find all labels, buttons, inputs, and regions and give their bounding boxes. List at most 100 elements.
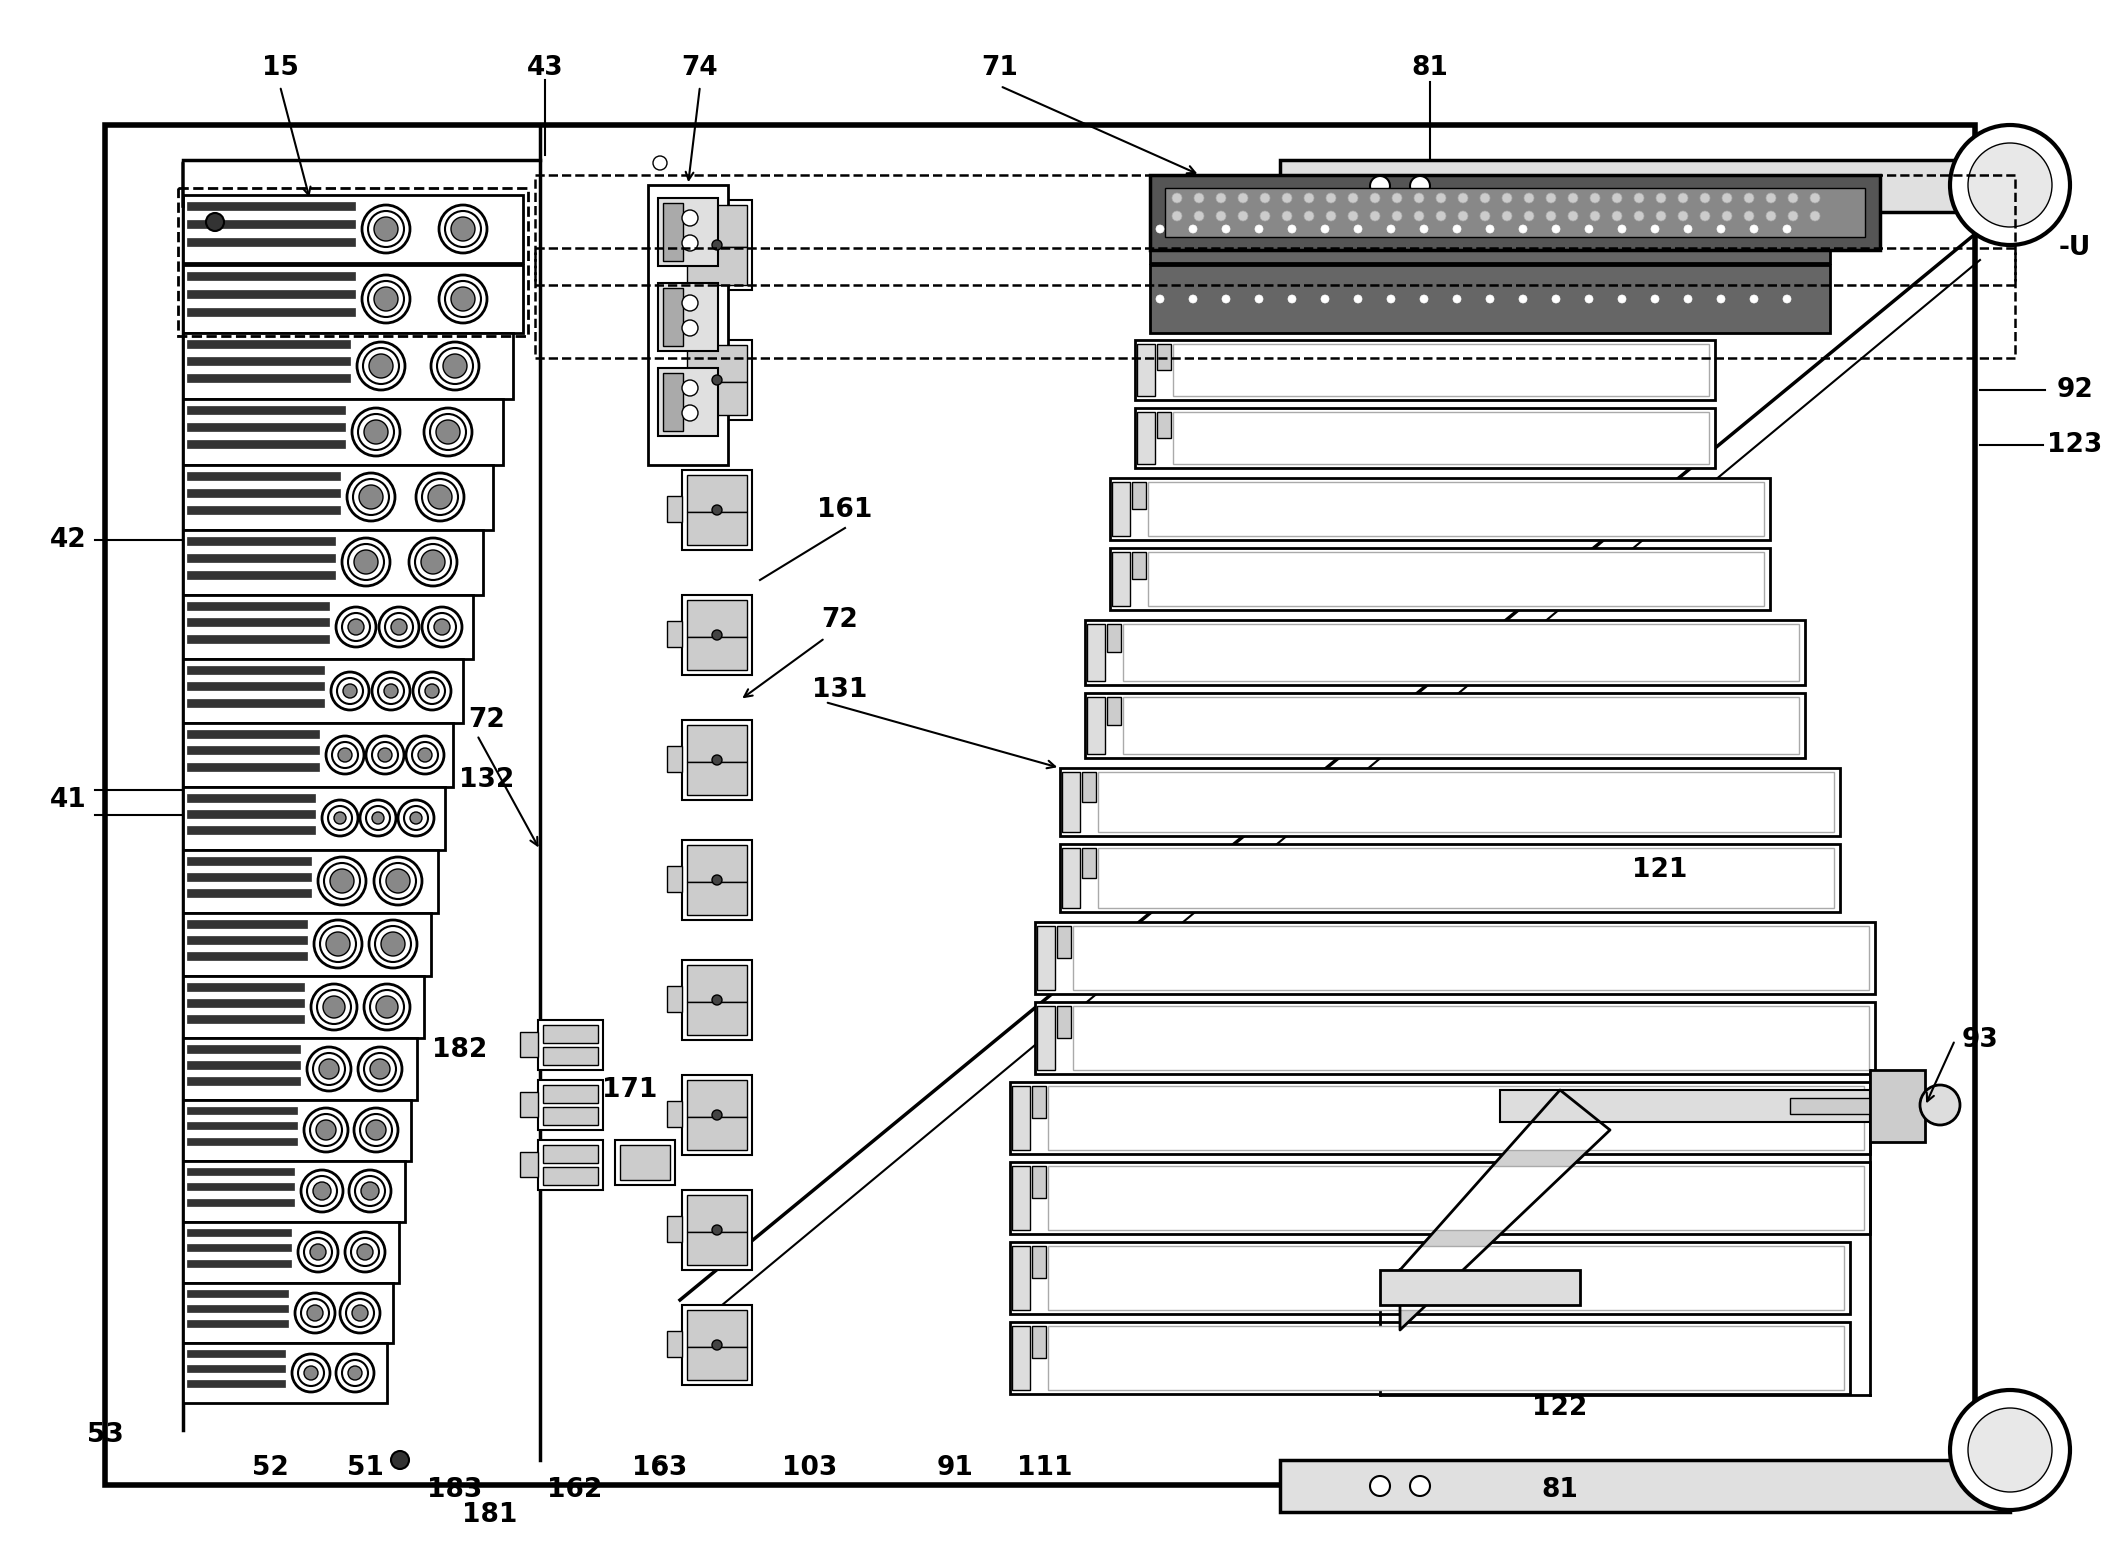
Bar [187, 1138, 297, 1144]
Circle shape [1415, 193, 1423, 203]
Text: 163: 163 [633, 1455, 688, 1481]
Circle shape [1750, 224, 1759, 232]
Circle shape [391, 619, 408, 635]
Circle shape [1217, 193, 1226, 203]
Circle shape [1969, 143, 2052, 228]
Circle shape [1325, 210, 1336, 221]
Bar [682, 840, 752, 920]
Circle shape [1657, 193, 1665, 203]
Bar [1032, 1327, 1045, 1358]
Bar [663, 373, 684, 430]
Circle shape [378, 606, 418, 647]
Circle shape [1155, 224, 1164, 232]
Circle shape [438, 348, 474, 384]
Bar [183, 596, 474, 659]
Circle shape [1410, 1476, 1429, 1497]
Bar [1132, 552, 1147, 578]
Circle shape [712, 875, 722, 886]
Circle shape [1255, 295, 1264, 302]
Bar [187, 405, 344, 415]
Circle shape [1155, 295, 1164, 302]
Circle shape [1221, 295, 1230, 302]
Bar [183, 914, 431, 976]
Bar [686, 204, 748, 246]
Circle shape [429, 415, 465, 451]
Bar [682, 720, 752, 800]
Bar [686, 511, 748, 546]
Bar [187, 635, 329, 642]
Bar [1281, 161, 2009, 212]
Bar [1869, 1069, 1924, 1143]
Circle shape [1321, 295, 1330, 302]
Circle shape [342, 613, 370, 641]
Bar [1032, 1246, 1045, 1278]
Bar [187, 1366, 285, 1372]
Bar [187, 290, 355, 298]
Bar [187, 681, 325, 691]
Bar [187, 617, 329, 627]
Circle shape [1950, 1391, 2071, 1511]
Bar [1047, 1246, 1844, 1310]
Text: 92: 92 [2056, 377, 2094, 402]
Bar [537, 1020, 603, 1069]
Circle shape [1684, 224, 1693, 232]
Circle shape [359, 415, 393, 451]
Bar [1149, 265, 1831, 334]
Bar [1111, 479, 1769, 539]
Bar [1060, 843, 1839, 912]
Circle shape [384, 613, 412, 641]
Circle shape [446, 210, 480, 246]
Bar [667, 496, 682, 522]
Circle shape [712, 376, 722, 385]
Circle shape [291, 1355, 329, 1392]
Circle shape [682, 235, 699, 251]
Bar [1098, 772, 1833, 833]
Bar [1011, 1161, 1869, 1235]
Circle shape [1287, 295, 1296, 302]
Circle shape [1194, 210, 1204, 221]
Circle shape [353, 1305, 367, 1320]
Bar [183, 1038, 416, 1101]
Circle shape [1260, 193, 1270, 203]
Bar [187, 536, 336, 546]
Bar [686, 882, 748, 915]
Circle shape [325, 864, 359, 900]
Bar [1172, 412, 1710, 465]
Circle shape [355, 1175, 384, 1207]
Circle shape [329, 868, 355, 893]
Bar [686, 845, 748, 882]
Bar [663, 288, 684, 346]
Circle shape [1304, 193, 1315, 203]
Text: 103: 103 [782, 1455, 837, 1481]
Bar [544, 1048, 599, 1065]
Circle shape [302, 1299, 329, 1327]
Bar [1113, 552, 1130, 606]
Circle shape [350, 1238, 378, 1266]
Bar [187, 1122, 297, 1129]
Bar [520, 1091, 537, 1116]
Bar [187, 730, 319, 737]
Text: 15: 15 [261, 55, 299, 81]
Bar [1381, 1271, 1580, 1305]
Bar [1172, 345, 1710, 396]
Circle shape [323, 800, 359, 836]
Circle shape [342, 1359, 367, 1386]
Bar [187, 794, 314, 801]
Circle shape [1633, 193, 1644, 203]
Text: 53: 53 [87, 1422, 123, 1448]
Circle shape [348, 1366, 361, 1380]
Bar [187, 309, 355, 316]
Circle shape [365, 736, 404, 773]
Circle shape [1370, 210, 1381, 221]
Bar [187, 920, 308, 928]
Circle shape [378, 748, 393, 762]
Circle shape [359, 485, 382, 508]
Circle shape [316, 1119, 336, 1140]
Circle shape [1238, 210, 1249, 221]
Bar [183, 1342, 387, 1403]
Text: 74: 74 [682, 55, 718, 81]
Circle shape [1349, 210, 1357, 221]
Bar [1011, 1322, 1850, 1394]
Circle shape [404, 806, 429, 829]
Circle shape [1387, 295, 1395, 302]
